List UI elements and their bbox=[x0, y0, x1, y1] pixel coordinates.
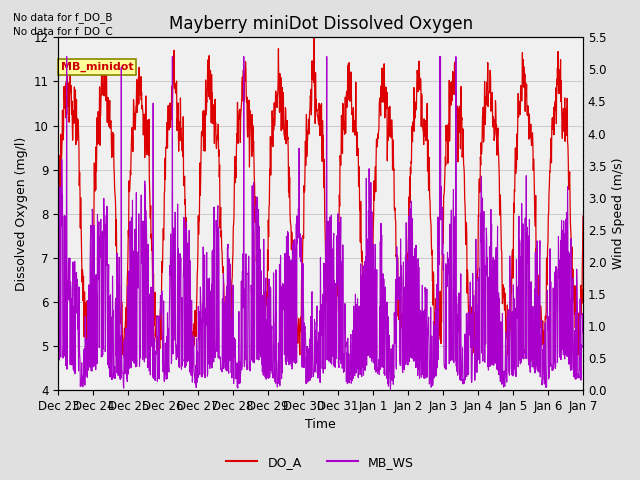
MB_WS bbox=[63, 54, 70, 60]
MB_WS bbox=[54, 360, 62, 365]
MB_WS bbox=[288, 366, 296, 372]
X-axis label: Time: Time bbox=[305, 419, 336, 432]
Line: DO_A: DO_A bbox=[58, 37, 583, 355]
DO_A bbox=[277, 128, 285, 133]
MB_WS bbox=[353, 309, 361, 314]
Y-axis label: Wind Speed (m/s): Wind Speed (m/s) bbox=[612, 158, 625, 269]
Y-axis label: Dissolved Oxygen (mg/l): Dissolved Oxygen (mg/l) bbox=[15, 137, 28, 291]
Text: No data for f_DO_C: No data for f_DO_C bbox=[13, 26, 113, 37]
MB_WS bbox=[116, 333, 124, 339]
DO_A bbox=[116, 321, 124, 327]
Text: MB_minidot: MB_minidot bbox=[61, 62, 134, 72]
MB_WS bbox=[387, 386, 394, 392]
MB_WS bbox=[579, 329, 587, 335]
DO_A bbox=[288, 239, 296, 245]
DO_A bbox=[579, 213, 587, 219]
MB_WS bbox=[277, 326, 285, 332]
DO_A bbox=[310, 35, 318, 40]
MB_WS bbox=[298, 254, 305, 260]
MB_WS bbox=[95, 345, 103, 350]
DO_A bbox=[95, 141, 103, 146]
Title: Mayberry miniDot Dissolved Oxygen: Mayberry miniDot Dissolved Oxygen bbox=[168, 15, 473, 33]
DO_A bbox=[354, 152, 362, 158]
Text: No data for f_DO_B: No data for f_DO_B bbox=[13, 12, 112, 23]
Line: MB_WS: MB_WS bbox=[58, 57, 583, 389]
DO_A bbox=[119, 352, 127, 358]
DO_A bbox=[298, 278, 305, 284]
Legend: DO_A, MB_WS: DO_A, MB_WS bbox=[221, 451, 419, 474]
DO_A bbox=[54, 257, 62, 263]
